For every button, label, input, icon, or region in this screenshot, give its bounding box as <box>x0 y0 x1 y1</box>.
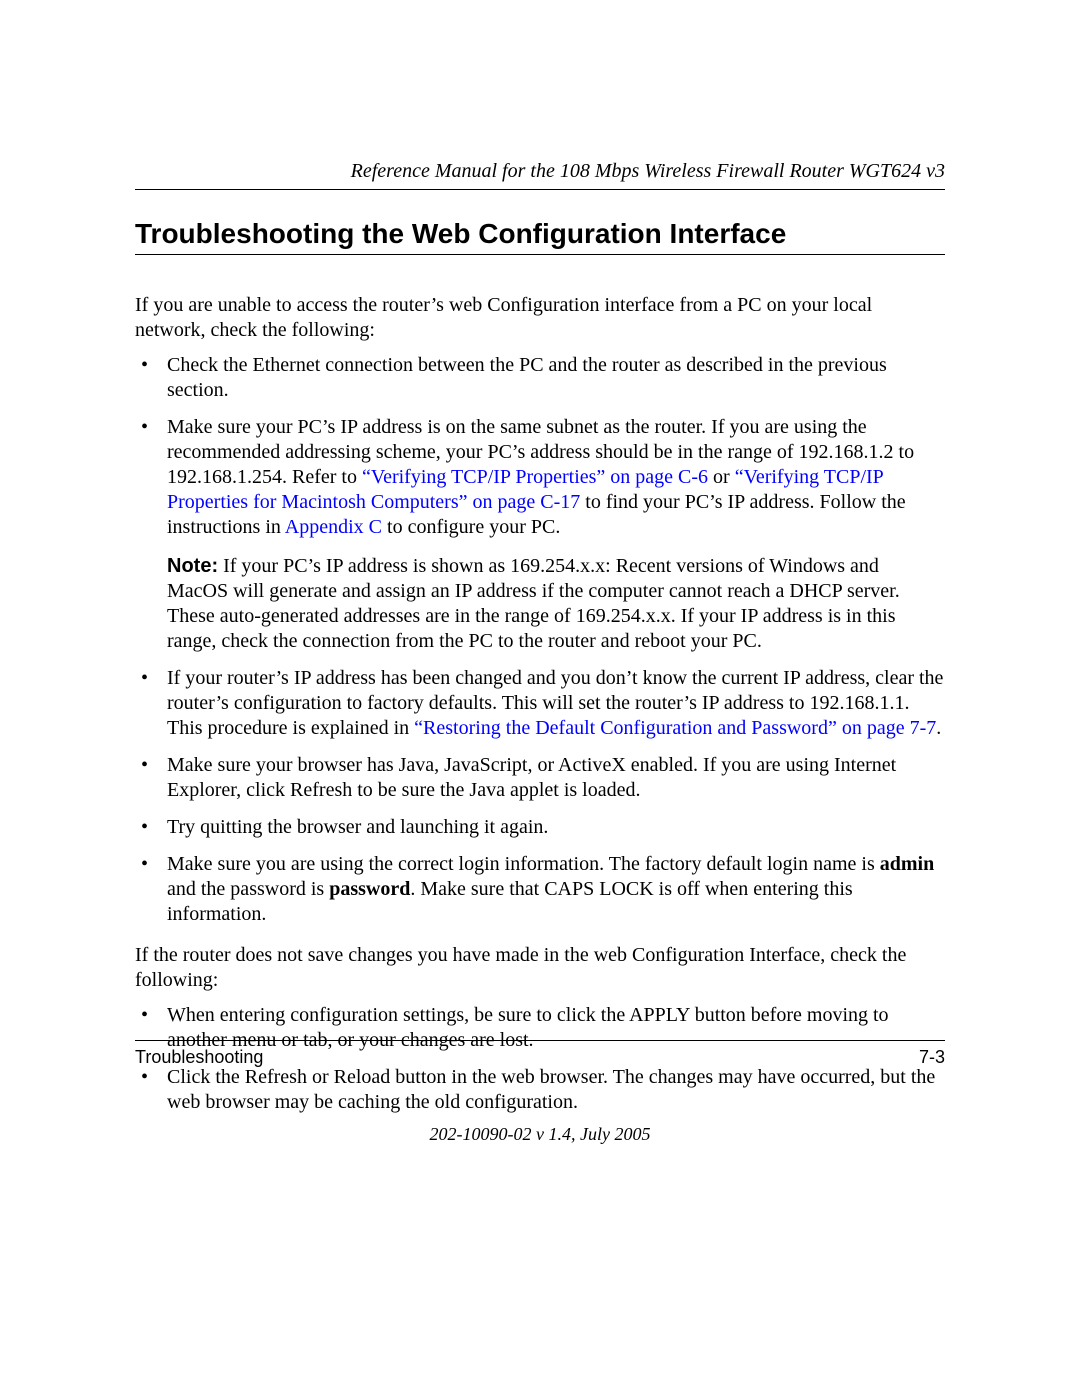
page-footer: Troubleshooting 7-3 <box>135 1040 945 1068</box>
list-item: If your router’s IP address has been cha… <box>135 666 945 741</box>
footer-version: 202-10090-02 v 1.4, July 2005 <box>0 1124 1080 1145</box>
followup-paragraph: If the router does not save changes you … <box>135 943 945 993</box>
footer-version-wrap: 202-10090-02 v 1.4, July 2005 <box>0 1090 1080 1145</box>
footer-right: 7-3 <box>919 1047 945 1068</box>
section-title: Troubleshooting the Web Configuration In… <box>135 218 945 255</box>
cross-reference-link[interactable]: “Verifying TCP/IP Properties” on page C-… <box>362 466 708 488</box>
footer-rule: Troubleshooting 7-3 <box>135 1040 945 1068</box>
list-item: Check the Ethernet connection between th… <box>135 353 945 403</box>
bullet-list-primary: Check the Ethernet connection between th… <box>135 353 945 927</box>
body-text: If you are unable to access the router’s… <box>135 293 945 1115</box>
bold-text: admin <box>880 853 934 875</box>
cross-reference-link[interactable]: Appendix C <box>285 516 382 538</box>
running-head: Reference Manual for the 108 Mbps Wirele… <box>135 160 945 190</box>
note-label: Note: <box>167 555 218 577</box>
intro-paragraph: If you are unable to access the router’s… <box>135 293 945 343</box>
list-item: Make sure your PC’s IP address is on the… <box>135 415 945 654</box>
footer-left: Troubleshooting <box>135 1047 263 1068</box>
cross-reference-link[interactable]: “Restoring the Default Configuration and… <box>414 717 936 739</box>
bold-text: password <box>329 878 410 900</box>
page: Reference Manual for the 108 Mbps Wirele… <box>0 0 1080 1397</box>
list-item: Try quitting the browser and launching i… <box>135 815 945 840</box>
list-item: Make sure you are using the correct logi… <box>135 852 945 927</box>
note-block: Note: If your PC’s IP address is shown a… <box>167 554 945 654</box>
list-item: Make sure your browser has Java, JavaScr… <box>135 753 945 803</box>
